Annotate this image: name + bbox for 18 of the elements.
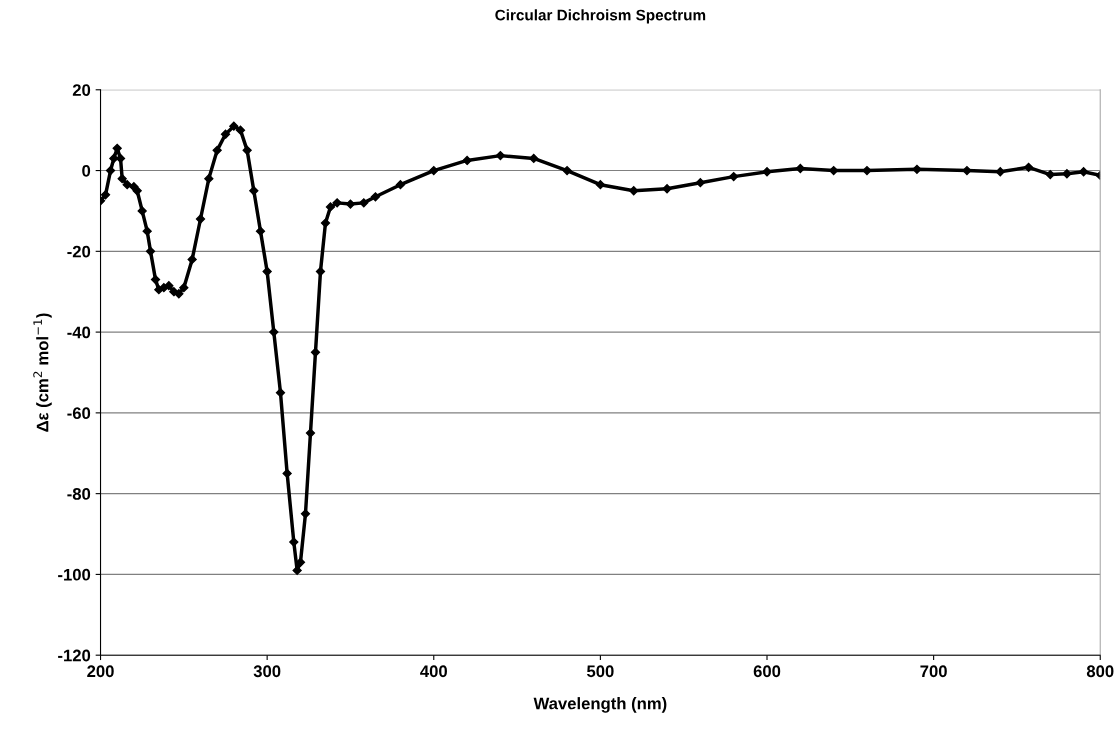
x-tick-label: 800 (1086, 665, 1114, 678)
x-tick-label: 500 (587, 665, 614, 678)
x-tick-label: 400 (420, 665, 447, 678)
y-tick-label: 20 (72, 84, 91, 96)
y-tick-label: -60 (67, 407, 91, 420)
y-tick-label: -20 (67, 245, 91, 258)
y-tick-label: 0 (82, 164, 91, 177)
y-tick-label: -120 (58, 649, 91, 662)
x-tick-label: 300 (253, 665, 281, 678)
x-tick-label: 700 (920, 665, 947, 678)
x-tick-label: 200 (87, 665, 114, 678)
y-tick-label: -80 (67, 488, 91, 500)
y-axis-title: Δε (cm$^{2}$ mol$^{−1}$) (33, 313, 52, 432)
chart-title: Circular Dichroism Spectrum (495, 9, 706, 24)
x-tick-label: 600 (753, 665, 781, 678)
y-tick-label: -100 (58, 568, 91, 581)
x-axis-title: Wavelength (nm) (533, 697, 667, 713)
y-tick-label: -40 (67, 326, 91, 339)
